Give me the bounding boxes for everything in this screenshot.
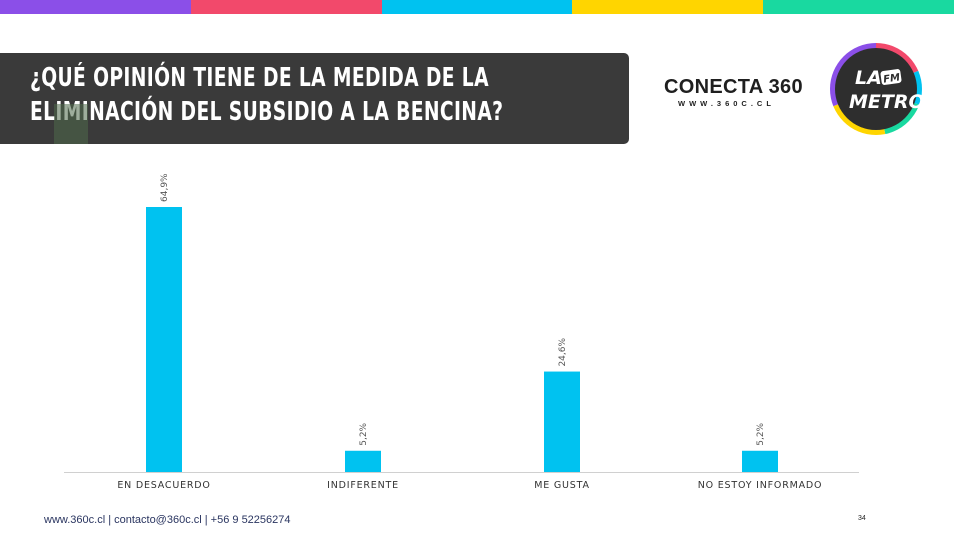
bar-4 <box>742 450 778 472</box>
metro-logo-metro: METRO <box>849 91 923 113</box>
category-label-1: EN DESACUERDO <box>117 480 210 491</box>
category-label-3: ME GUSTA <box>534 480 590 491</box>
bar-2 <box>345 450 381 472</box>
title-banner: ¿QUÉ OPINIÓN TIENE DE LA MEDIDA DE LA EL… <box>0 53 629 144</box>
bar-3 <box>544 371 580 472</box>
stripe-segment-3 <box>381 0 573 14</box>
metro-logo-fm: FM <box>883 72 901 85</box>
slide-title: ¿QUÉ OPINIÓN TIENE DE LA MEDIDA DE LA EL… <box>30 63 504 127</box>
data-label-3: 24,6% <box>558 338 568 367</box>
stripe-segment-2 <box>190 0 382 14</box>
data-label-4: 5,2% <box>756 422 766 445</box>
stripe-segment-4 <box>572 0 764 14</box>
conecta-url-text: WWW.360C.CL <box>678 99 775 108</box>
stripe-segment-5 <box>763 0 954 14</box>
conecta-360-logo: CONECTA 360 WWW.360C.CL <box>664 76 804 108</box>
bar-1 <box>146 207 182 472</box>
footer-contact: www.360c.cl | contacto@360c.cl | +56 9 5… <box>44 514 291 526</box>
page-number: 34 <box>858 515 866 522</box>
title-highlight-accent <box>54 104 88 144</box>
data-label-1: 64,9% <box>160 173 170 202</box>
conecta-brand-text: CONECTA 360 <box>664 76 803 98</box>
top-color-stripe <box>0 0 954 14</box>
category-label-4: NO ESTOY INFORMADO <box>698 480 823 491</box>
stripe-segment-1 <box>0 0 191 14</box>
la-metro-fm-logo: LA FM METRO <box>830 43 923 135</box>
category-label-2: INDIFERENTE <box>327 480 399 491</box>
data-label-2: 5,2% <box>359 422 369 445</box>
metro-logo-la: LA <box>855 67 882 89</box>
